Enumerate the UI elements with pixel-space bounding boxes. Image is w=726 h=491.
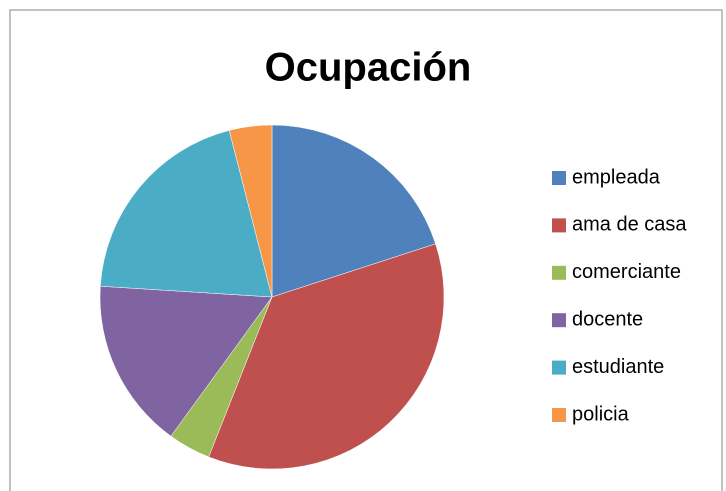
pie-slice <box>100 130 273 298</box>
legend-label: empleada <box>572 166 661 188</box>
legend-swatch <box>552 218 566 233</box>
legend-swatch <box>552 171 566 185</box>
legend-swatch <box>552 265 566 280</box>
legend-swatch <box>552 360 566 375</box>
legend-label: docente <box>572 308 643 330</box>
pie-slice <box>208 243 445 470</box>
legend-swatch <box>552 313 566 328</box>
legend-label: estudiante <box>572 356 664 378</box>
pie-slice <box>99 285 273 437</box>
legend-swatch <box>552 408 566 422</box>
legend-label: comerciante <box>572 261 681 283</box>
legend-label: policia <box>572 403 630 425</box>
pie-slice <box>271 124 436 298</box>
chart-title: Ocupación <box>265 46 472 90</box>
pie-slice <box>228 124 273 298</box>
legend-label: ama de casa <box>572 214 687 236</box>
